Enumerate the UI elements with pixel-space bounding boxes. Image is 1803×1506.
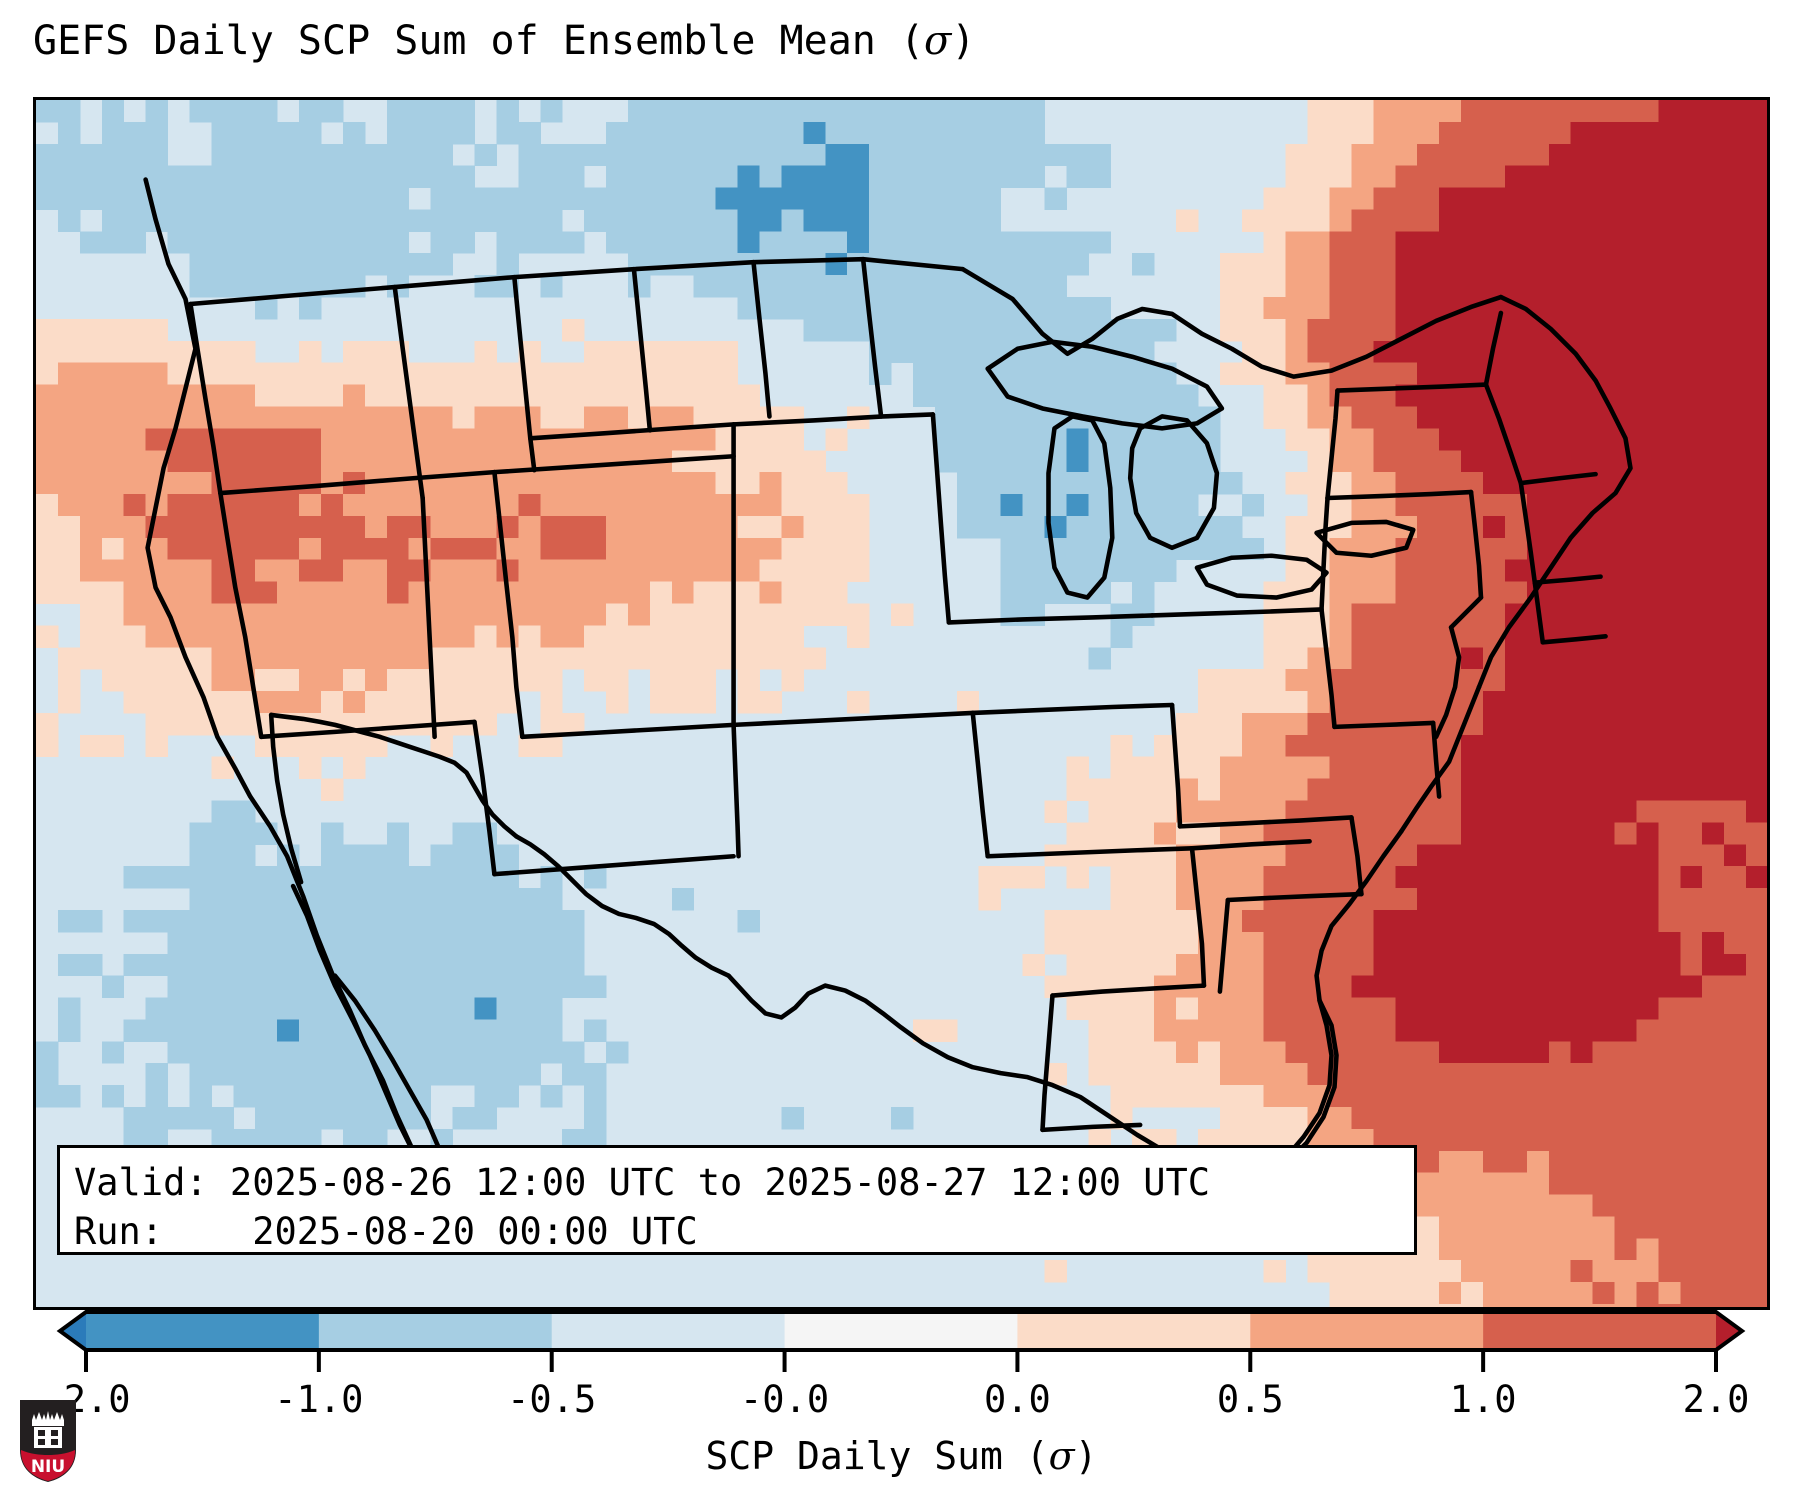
- sigma-symbol: σ: [924, 18, 952, 64]
- page-title: GEFS Daily SCP Sum of Ensemble Mean (σ): [33, 18, 975, 64]
- colorbar-tick-6: 1.0: [1449, 1378, 1517, 1421]
- valid-time-line: Valid: 2025-08-26 12:00 UTC to 2025-08-2…: [74, 1161, 1211, 1204]
- colorbar-tick-2: -0.5: [507, 1378, 597, 1421]
- svg-text:NIU: NIU: [31, 1457, 65, 1477]
- colorbar-tick-3: -0.0: [740, 1378, 830, 1421]
- heatmap-cells: [36, 100, 1767, 1307]
- colorbar[interactable]: [56, 1310, 1746, 1372]
- colorbar-swatches: [56, 1310, 1746, 1372]
- colorbar-tick-4: 0.0: [984, 1378, 1051, 1421]
- page-title-suffix: ): [951, 18, 976, 64]
- colorbar-tick-7: 2.0: [1682, 1378, 1750, 1421]
- colorbar-sigma-symbol: σ: [1048, 1434, 1075, 1478]
- conus-heatmap: [36, 100, 1767, 1307]
- valid-run-infobox: Valid: 2025-08-26 12:00 UTC to 2025-08-2…: [57, 1145, 1417, 1255]
- colorbar-tick-5: 0.5: [1216, 1378, 1284, 1421]
- map-plot-area: [33, 97, 1770, 1310]
- colorbar-label-suffix: ): [1074, 1434, 1098, 1478]
- page-title-text: GEFS Daily SCP Sum of Ensemble Mean (: [33, 18, 925, 64]
- niu-logo: NIU: [20, 1400, 76, 1482]
- geographic-boundaries: [143, 177, 1633, 1217]
- run-time-line: Run: 2025-08-20 00:00 UTC: [74, 1210, 698, 1253]
- colorbar-tick-1: -1.0: [274, 1378, 364, 1421]
- colorbar-label-prefix: SCP Daily Sum (: [705, 1434, 1049, 1478]
- colorbar-tick-labels: -2.0 -1.0 -0.5 -0.0 0.0 0.5 1.0 2.0: [0, 1378, 1803, 1426]
- colorbar-axis-label: SCP Daily Sum (σ): [0, 1434, 1803, 1478]
